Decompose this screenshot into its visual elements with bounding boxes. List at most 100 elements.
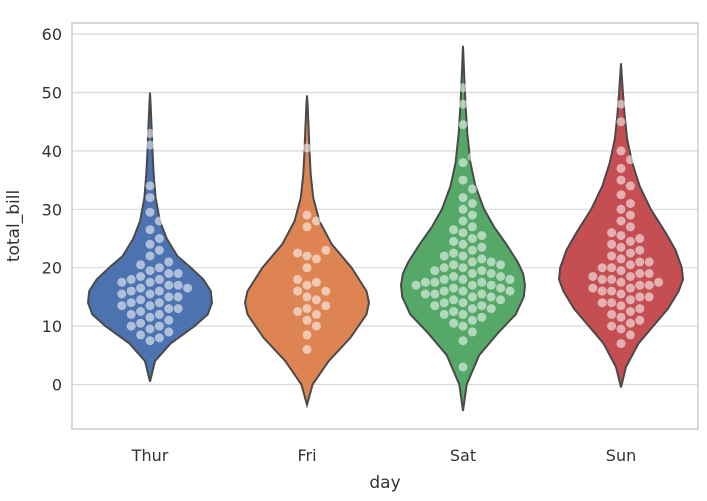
y-tick-labels: 0 10 20 30 40 50 60 <box>42 25 62 394</box>
data-point-thur <box>154 175 164 185</box>
data-point-sat <box>458 120 468 130</box>
data-point-thur <box>145 251 155 261</box>
data-point-fri <box>311 254 321 264</box>
data-point-sun <box>625 330 635 340</box>
data-point-thur <box>154 234 164 243</box>
data-point-sun <box>644 292 654 302</box>
data-point-thur <box>145 336 155 346</box>
data-point-fri <box>302 280 312 290</box>
data-point-sun <box>597 274 607 284</box>
data-point-fri <box>293 286 303 296</box>
data-point-sun <box>625 295 635 305</box>
data-point-sat <box>486 304 496 314</box>
data-point-sun <box>588 283 598 293</box>
y-tick-label: 30 <box>42 200 62 219</box>
x-tick-labels: Thur Fri Sat Sun <box>131 446 637 465</box>
data-point-fri <box>302 143 312 153</box>
data-point-fri <box>302 210 312 220</box>
data-point-thur <box>126 274 136 284</box>
data-point-sat <box>486 269 496 278</box>
data-point-fri <box>321 286 331 296</box>
data-point-sun <box>616 289 626 299</box>
data-point-sat <box>458 228 468 238</box>
data-point-sun <box>635 315 645 325</box>
data-point-sun <box>654 277 664 287</box>
data-point-sun <box>616 117 626 127</box>
data-point-sat <box>458 286 468 296</box>
data-point-sun <box>607 228 617 238</box>
data-point-sun <box>616 163 626 173</box>
data-point-thur <box>164 257 174 267</box>
data-point-thur <box>173 269 183 278</box>
data-point-thur <box>145 324 155 334</box>
x-tick-label: Fri <box>297 446 316 465</box>
violins <box>86 45 685 411</box>
data-point-sat <box>449 236 459 246</box>
data-point-sat <box>458 362 468 372</box>
swarm-points <box>117 83 664 372</box>
data-point-sat <box>458 263 468 273</box>
data-point-sat <box>477 266 487 276</box>
data-point-thur <box>126 298 136 308</box>
data-point-sun <box>607 274 617 284</box>
data-point-sun <box>635 234 645 243</box>
data-point-sun <box>616 175 626 185</box>
data-point-sat <box>430 289 440 299</box>
data-point-sun <box>588 272 598 281</box>
x-tick-label: Thur <box>131 446 169 465</box>
data-point-thur <box>145 277 155 287</box>
data-point-thur <box>126 309 136 319</box>
data-point-sun <box>616 231 626 241</box>
data-point-sun <box>616 254 626 264</box>
y-tick-label: 50 <box>42 84 62 103</box>
data-point-sun <box>616 99 626 109</box>
data-point-sun <box>625 272 635 281</box>
data-point-thur <box>126 321 136 331</box>
data-point-sat <box>439 251 449 261</box>
data-point-sun <box>625 222 635 232</box>
data-point-thur <box>136 295 146 305</box>
data-point-sat <box>486 280 496 290</box>
data-point-sat <box>467 315 477 325</box>
data-point-sun <box>616 216 626 226</box>
data-point-thur <box>154 274 164 284</box>
data-point-thur <box>136 283 146 293</box>
data-point-sun <box>625 155 635 165</box>
data-point-fri <box>293 307 303 316</box>
data-point-thur <box>126 286 136 296</box>
data-point-sun <box>597 286 607 296</box>
data-point-thur <box>136 307 146 316</box>
data-point-sat <box>505 274 515 284</box>
data-point-sun <box>607 309 617 319</box>
data-point-sun <box>625 260 635 270</box>
data-point-thur <box>145 128 155 138</box>
data-point-fri <box>311 321 321 331</box>
data-point-fri <box>321 301 331 311</box>
data-point-sun <box>644 280 654 290</box>
data-point-fri <box>302 251 312 261</box>
data-point-sat <box>458 193 468 203</box>
data-point-thur <box>145 301 155 311</box>
data-point-thur <box>145 312 155 322</box>
data-point-sat <box>477 301 487 311</box>
data-point-sun <box>625 210 635 220</box>
data-point-fri <box>302 304 312 314</box>
data-point-sat <box>467 222 477 232</box>
data-point-sat <box>449 248 459 258</box>
data-point-sun <box>635 257 645 267</box>
data-point-sun <box>625 318 635 328</box>
data-point-thur <box>173 304 183 314</box>
data-point-thur <box>145 207 155 217</box>
data-point-sun <box>635 304 645 314</box>
data-point-sun <box>607 321 617 331</box>
data-point-fri <box>302 345 312 354</box>
y-tick-label: 20 <box>42 259 62 278</box>
data-point-sat <box>467 292 477 302</box>
data-point-fri <box>302 222 312 232</box>
data-point-sat <box>458 274 468 284</box>
data-point-sun <box>625 199 635 208</box>
data-point-sat <box>505 286 515 296</box>
data-point-sat <box>449 272 459 281</box>
data-point-sat <box>467 245 477 255</box>
data-point-thur <box>117 301 127 311</box>
